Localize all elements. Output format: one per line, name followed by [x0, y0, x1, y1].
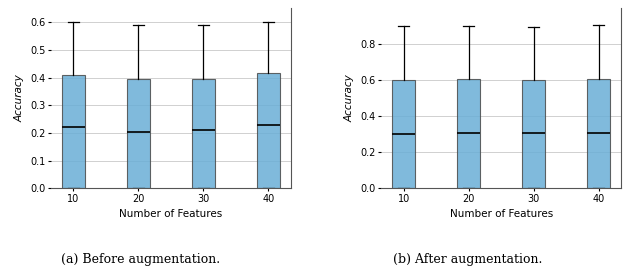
X-axis label: Number of Features: Number of Features	[119, 209, 223, 219]
Text: (a) Before augmentation.: (a) Before augmentation.	[61, 253, 220, 266]
PathPatch shape	[458, 78, 480, 188]
PathPatch shape	[257, 73, 280, 188]
PathPatch shape	[62, 75, 85, 188]
Text: (b) After augmentation.: (b) After augmentation.	[392, 253, 542, 266]
Y-axis label: Accuracy: Accuracy	[345, 75, 355, 122]
X-axis label: Number of Features: Number of Features	[449, 209, 553, 219]
Y-axis label: Accuracy: Accuracy	[15, 75, 25, 122]
PathPatch shape	[522, 80, 545, 188]
PathPatch shape	[127, 79, 150, 188]
PathPatch shape	[392, 80, 415, 188]
PathPatch shape	[587, 78, 610, 188]
PathPatch shape	[192, 79, 214, 188]
